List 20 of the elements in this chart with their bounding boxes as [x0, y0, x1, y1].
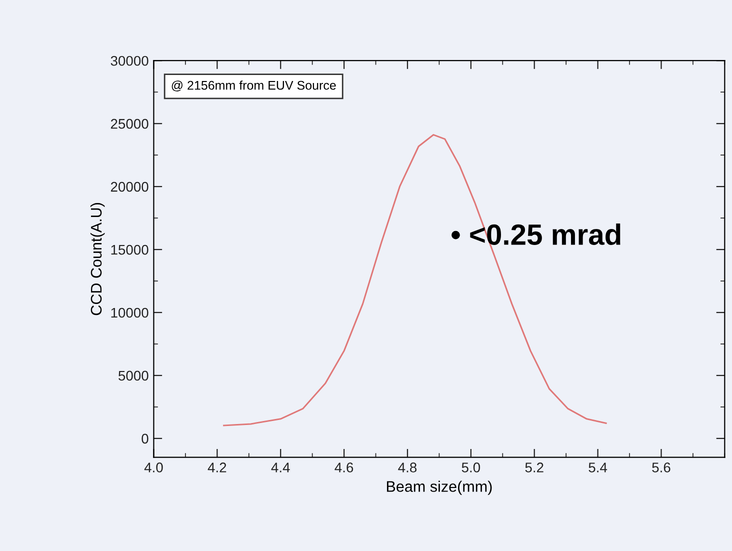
y-axis-title: CCD Count(A.U) — [90, 203, 105, 316]
y-tick-label: 5000 — [118, 370, 148, 381]
y-tick-label: 30000 — [110, 56, 148, 66]
y-tick-label: 10000 — [111, 308, 148, 318]
x-tick-label: 4.6 — [334, 462, 354, 472]
x-tick-label: 4.8 — [398, 462, 417, 472]
annotation: @ 2156mm from EUV Source — [172, 80, 336, 92]
y-tick-label: 0 — [142, 434, 148, 444]
x-tick-label: 5.2 — [525, 462, 544, 472]
x-tick-label: 5.0 — [462, 462, 480, 472]
x-axis-title: Beam size(mm) — [386, 480, 492, 495]
x-tick-label: 4.2 — [208, 462, 226, 472]
annotation: • <0.25 mrad — [452, 224, 620, 245]
x-tick-label: 5.6 — [652, 462, 670, 472]
x-tick-label: 5.4 — [588, 462, 608, 472]
y-tick-label: 15000 — [111, 244, 148, 255]
y-tick-label: 20000 — [110, 182, 148, 192]
x-tick-label: 4.0 — [144, 462, 163, 472]
y-tick-label: 25000 — [110, 118, 148, 129]
x-tick-label: 4.4 — [271, 462, 290, 472]
